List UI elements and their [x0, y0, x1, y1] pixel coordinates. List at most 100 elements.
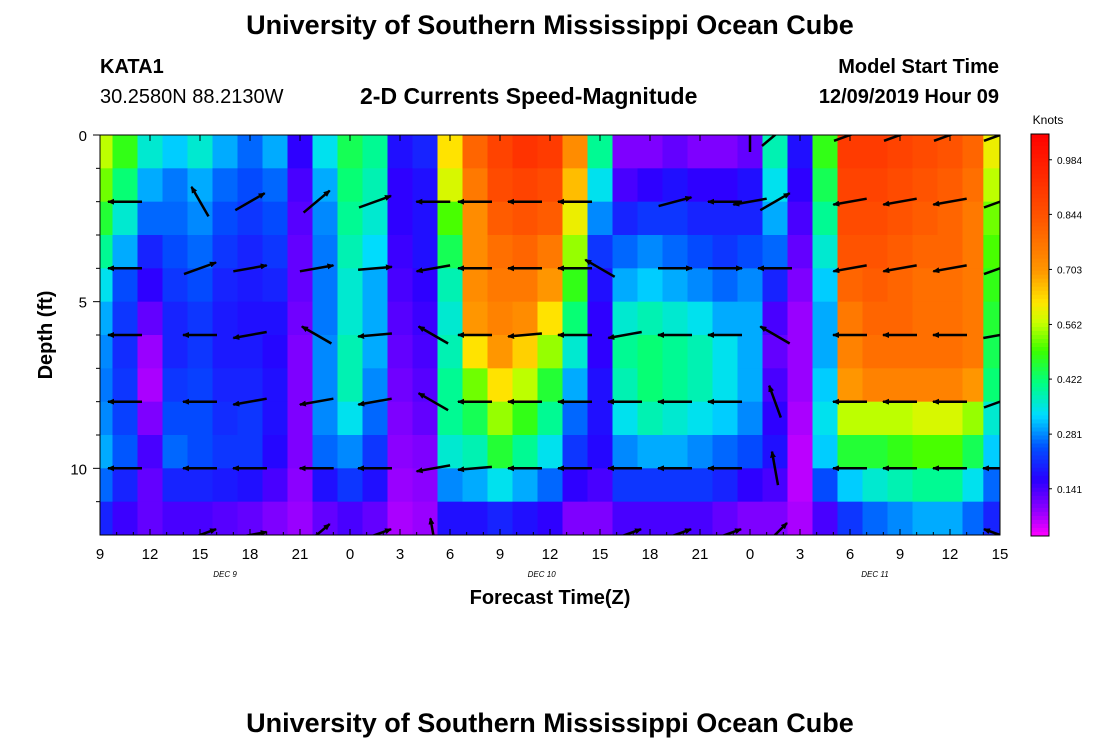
colorbar-segment	[1031, 326, 1049, 332]
x-tick-label: 15	[592, 546, 609, 563]
heatmap-cell	[983, 401, 1000, 436]
heatmap-cell	[687, 435, 714, 469]
heatmap-cell	[337, 168, 364, 203]
heatmap-cell	[137, 268, 164, 303]
heatmap-cell	[412, 435, 439, 469]
heatmap-cell	[937, 335, 964, 369]
heatmap-cell	[312, 235, 339, 269]
heatmap-cell	[737, 301, 764, 336]
heatmap-cell	[962, 368, 984, 403]
heatmap-cell	[237, 335, 264, 369]
heatmap-cell	[537, 235, 564, 269]
heatmap-cell	[712, 201, 739, 236]
heatmap-cell	[712, 135, 739, 169]
heatmap-cell	[537, 301, 564, 336]
x-tick-label: 6	[446, 546, 454, 563]
heatmap-cell	[562, 435, 589, 469]
heatmap-cell	[162, 235, 189, 269]
heatmap-cell	[362, 368, 389, 403]
colorbar-segment	[1031, 182, 1049, 187]
colorbar-segment	[1031, 134, 1049, 139]
heatmap-cell	[787, 335, 814, 369]
current-vector-arrow	[882, 197, 917, 207]
colorbar-segment	[1031, 379, 1049, 384]
heatmap-cell	[587, 468, 614, 503]
heatmap-cell	[100, 401, 114, 436]
heatmap-cell	[687, 268, 714, 303]
heatmap-cell	[137, 301, 164, 336]
heatmap-cell	[562, 235, 589, 269]
heatmap-cell	[737, 335, 764, 369]
heatmap-cell	[462, 201, 489, 236]
heatmap-cell	[937, 468, 964, 503]
heatmap-cell	[687, 335, 714, 369]
heatmap-cell	[887, 335, 914, 369]
heatmap-cell	[412, 468, 439, 503]
heatmap-cell	[837, 368, 864, 403]
heatmap-cell	[737, 435, 764, 469]
heatmap-cell	[837, 401, 864, 436]
colorbar-segment	[1031, 375, 1049, 380]
colorbar-segment	[1031, 330, 1049, 336]
heatmap-cell	[812, 335, 839, 369]
heatmap-cell	[137, 401, 164, 436]
heatmap-cell	[887, 268, 914, 303]
current-vector-arrow	[761, 135, 777, 147]
heatmap-cell	[662, 168, 689, 203]
heatmap-cell	[812, 401, 839, 436]
colorbar-segment	[1031, 194, 1049, 199]
heatmap-cell	[412, 201, 439, 236]
heatmap-cell	[112, 168, 139, 203]
current-vector-arrow	[983, 400, 1000, 409]
heatmap-cell	[537, 201, 564, 236]
heatmap-cell	[637, 335, 664, 369]
heatmap-cell	[737, 268, 764, 303]
heatmap-cell	[100, 135, 114, 169]
colorbar-segment	[1031, 359, 1049, 364]
current-vector-arrow	[770, 450, 780, 486]
current-vector-arrow	[932, 197, 967, 207]
heatmap-cell	[962, 268, 984, 303]
current-vector-arrow	[759, 192, 791, 212]
heatmap-cell	[487, 468, 514, 503]
heatmap-cell	[537, 335, 564, 369]
heatmap-cell	[387, 368, 414, 403]
heatmap-cell	[212, 135, 239, 169]
heatmap-cell	[787, 468, 814, 503]
heatmap-cell	[312, 201, 339, 236]
heatmap-cell	[487, 368, 514, 403]
current-vector-arrow	[417, 392, 449, 412]
heatmap-cell	[983, 501, 1000, 535]
current-vector-arrow	[832, 264, 867, 274]
heatmap-cell	[962, 301, 984, 336]
heatmap-cell	[712, 468, 739, 503]
heatmap-cell	[983, 335, 1000, 369]
current-vector-arrow	[190, 186, 210, 218]
current-vector-arrow	[658, 195, 693, 208]
colorbar-segment	[1031, 254, 1049, 260]
heatmap-cell	[587, 168, 614, 203]
heatmap-cell	[662, 201, 689, 236]
colorbar-segment	[1031, 367, 1049, 372]
heatmap-cell	[562, 368, 589, 403]
heatmap-cell	[837, 201, 864, 236]
heatmap-cell	[937, 368, 964, 403]
colorbar-segment	[1031, 519, 1049, 525]
heatmap-cell	[187, 401, 214, 436]
heatmap-cell	[662, 335, 689, 369]
heatmap-cell	[912, 168, 939, 203]
date-label: DEC 11	[861, 570, 888, 579]
heatmap-cell	[362, 301, 389, 336]
heatmap-cell	[362, 401, 389, 436]
x-tick-label: 6	[846, 546, 854, 563]
current-vector-arrow	[621, 528, 642, 535]
heatmap-cell	[487, 235, 514, 269]
current-vector-arrow	[232, 397, 267, 407]
heatmap-cell	[637, 435, 664, 469]
heatmap-cell	[387, 468, 414, 503]
heatmap-cell	[412, 168, 439, 203]
heatmap-cell	[983, 368, 1000, 403]
heatmap-cell	[712, 435, 739, 469]
current-vector-arrow	[233, 263, 268, 273]
heatmap-cell	[962, 468, 984, 503]
